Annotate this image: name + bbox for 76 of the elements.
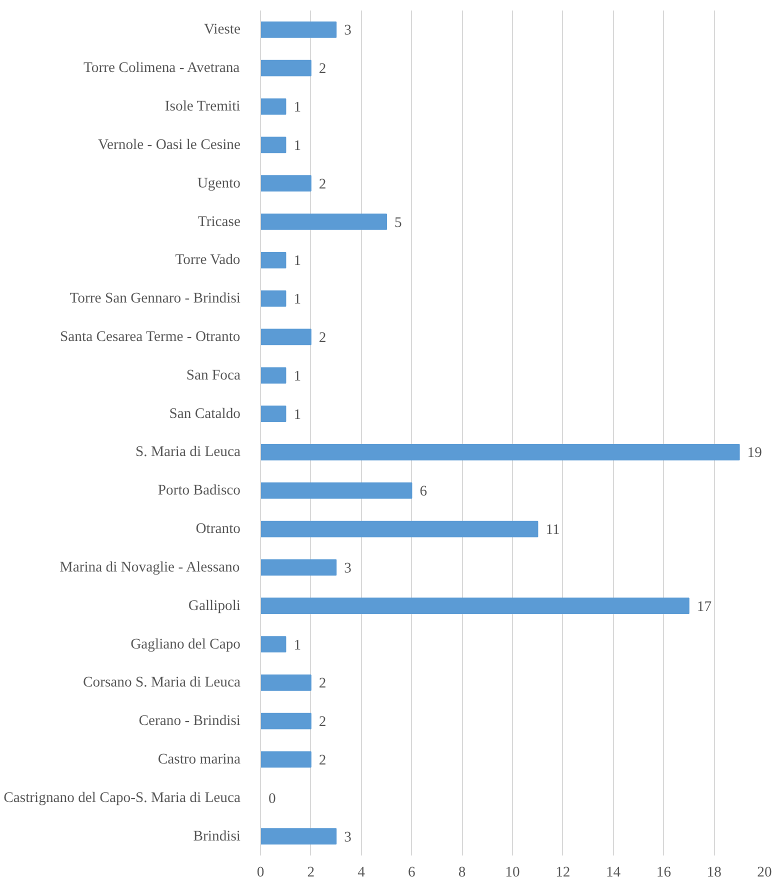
x-tick-label: 2 — [307, 864, 315, 879]
bar — [260, 406, 286, 422]
y-tick-label: San Cataldo — [169, 406, 241, 422]
data-label: 1 — [294, 406, 302, 423]
data-label: 1 — [294, 637, 302, 654]
y-tick-label: Torre Colimena - Avetrana — [83, 60, 240, 76]
bar — [260, 674, 312, 691]
y-tick-label: Vieste — [204, 22, 240, 38]
data-label: 2 — [318, 61, 326, 78]
bar — [260, 828, 337, 844]
data-label: 1 — [294, 100, 302, 116]
bar — [260, 751, 312, 768]
bar — [260, 482, 412, 499]
y-tick-label: Corsano S. Maria di Leuca — [82, 674, 241, 691]
x-tick-label: 10 — [505, 864, 520, 879]
data-label: 3 — [344, 22, 352, 39]
bar — [260, 98, 286, 115]
y-tick-label: Otranto — [196, 521, 241, 538]
x-tick-label: 0 — [256, 864, 264, 879]
data-label: 2 — [318, 676, 326, 692]
x-tick-label: 4 — [358, 864, 366, 879]
data-label: 1 — [294, 292, 302, 308]
y-tick-label: Castrignano del Capo-S. Maria di Leuca — [4, 790, 241, 806]
y-tick-label: Santa Cesarea Terme - Otranto — [60, 328, 240, 345]
bar — [260, 252, 286, 268]
data-label: 3 — [344, 560, 352, 576]
y-tick-label: Vernole - Oasi le Cesine — [98, 136, 241, 153]
y-tick-label: Torre Vado — [175, 252, 240, 268]
y-tick-label: Ugento — [197, 175, 241, 192]
y-tick-label: Isole Tremiti — [164, 98, 240, 115]
bar — [260, 598, 690, 614]
y-tick-label: S. Maria di Leuca — [136, 444, 241, 460]
bar — [260, 367, 286, 384]
x-tick-label: 6 — [408, 864, 416, 879]
x-tick-label: 20 — [757, 864, 772, 879]
data-label: 19 — [747, 445, 762, 462]
data-label: 11 — [546, 522, 560, 538]
data-label: 17 — [696, 598, 712, 615]
x-tick-label: 16 — [656, 864, 672, 879]
bar — [260, 290, 286, 307]
data-label: 6 — [420, 484, 428, 500]
data-label: 1 — [294, 138, 302, 154]
bar — [260, 712, 312, 730]
y-tick-label: Cerano - Brindisi — [138, 713, 240, 730]
bar — [260, 636, 286, 652]
bar — [260, 60, 312, 76]
y-tick-label: Gallipoli — [188, 598, 241, 614]
y-tick-label: Torre San Gennaro - Brindisi — [70, 290, 241, 307]
y-tick-label: Marina di Novaglie - Alessano — [60, 559, 240, 576]
bar — [260, 559, 337, 576]
y-tick-label: San Foca — [186, 367, 241, 384]
data-label: 3 — [344, 829, 352, 846]
bar — [260, 520, 538, 538]
x-tick-label: 18 — [706, 864, 722, 879]
bar — [260, 175, 312, 192]
bar — [260, 328, 312, 346]
data-label: 2 — [318, 752, 326, 768]
data-label: 0 — [268, 790, 276, 807]
y-tick-label: Porto Badisco — [158, 482, 241, 499]
x-tick-label: 8 — [458, 864, 466, 879]
data-label: 1 — [294, 253, 302, 270]
x-tick-label: 14 — [606, 864, 622, 879]
bar — [260, 214, 387, 230]
data-label: 2 — [318, 714, 326, 730]
y-tick-label: Gagliano del Capo — [130, 636, 241, 652]
data-label: 2 — [318, 330, 326, 346]
bar — [260, 22, 337, 38]
data-label: 1 — [294, 368, 302, 384]
bar — [260, 444, 740, 460]
bar — [260, 136, 286, 154]
y-tick-label: Castro marina — [158, 751, 241, 768]
y-tick-label: Brindisi — [193, 828, 240, 844]
x-tick-label: 12 — [556, 864, 570, 879]
y-tick-label: Tricase — [198, 214, 240, 230]
data-label: 5 — [394, 214, 402, 231]
data-label: 2 — [318, 176, 326, 192]
